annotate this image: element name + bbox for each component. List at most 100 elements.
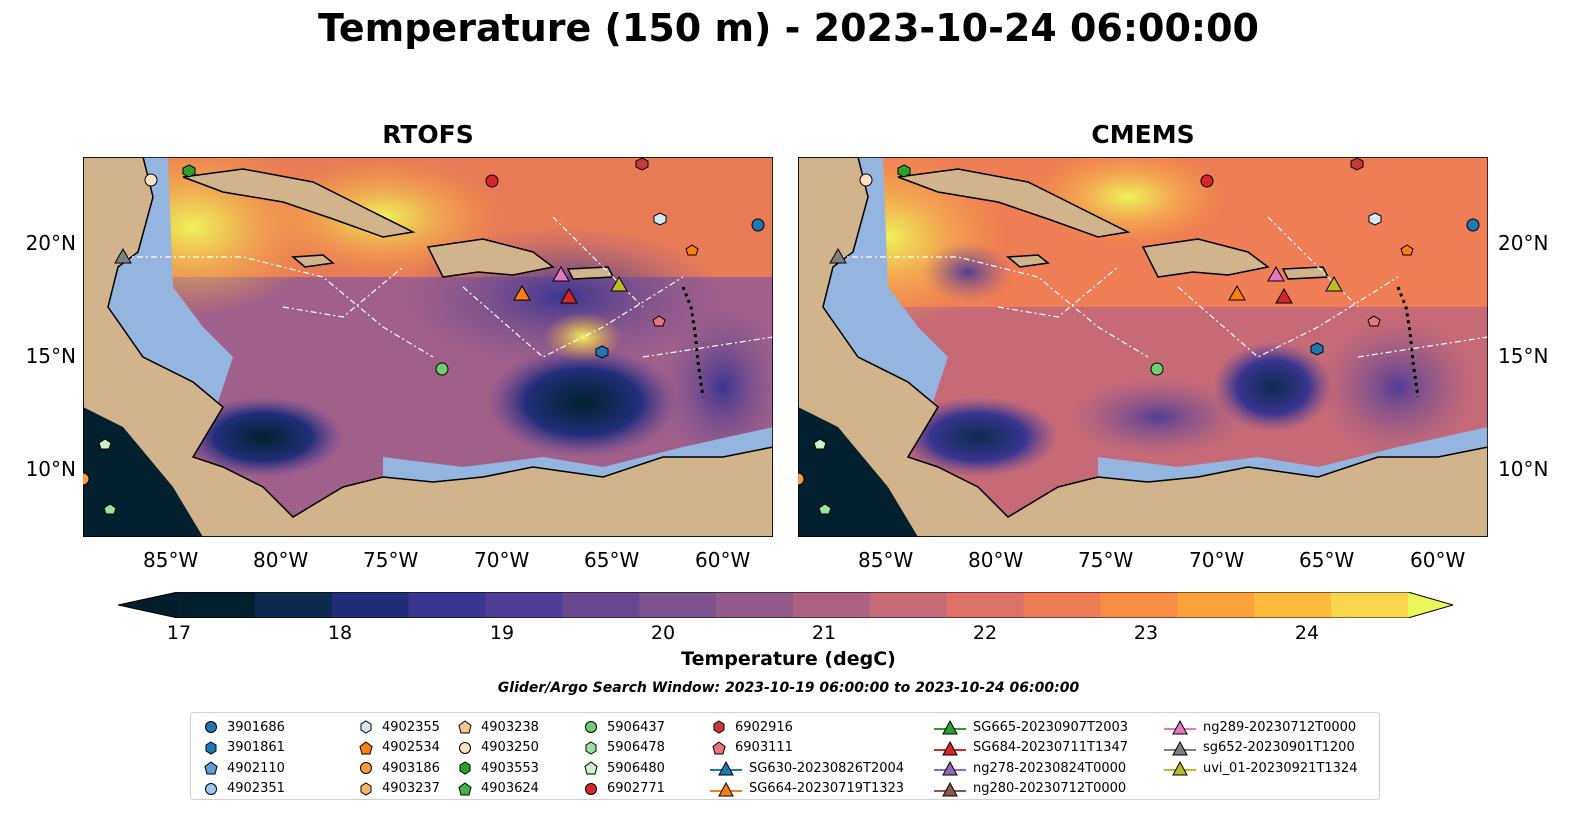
legend-item: sg652-20230901T1200: [1163, 738, 1357, 759]
legend: 3901686 3901861 4902110 4902351 4902355 49025…: [190, 712, 1380, 800]
legend-column: SG665-20230907T2003 SG684-20230711T1347 ng…: [933, 717, 1128, 799]
legend-item: 4903238: [455, 717, 539, 738]
legend-marker-icon: [359, 741, 373, 755]
colorbar-ticks: 17 18 19 20 21 22 23 24: [0, 622, 1577, 648]
colorbar-segment: [1023, 592, 1101, 618]
legend-marker-icon: [585, 782, 597, 795]
map-cmems-floats: [798, 157, 1480, 515]
legend-item-label: 4902534: [382, 740, 440, 756]
legend-item-label: 4903553: [481, 760, 539, 776]
legend-column: 6902916 6903111 SG630-20230826T2004 SG664-2…: [709, 717, 904, 799]
legend-item-label: 3901861: [227, 740, 285, 756]
colorbar-segment: [1331, 592, 1409, 618]
colorbar-segment: [1100, 592, 1178, 618]
legend-column: 5906437 5906478 5906480 6902771: [581, 717, 665, 799]
legend-item: 5906480: [581, 758, 665, 779]
lat-tick-label: 10°N: [25, 457, 76, 481]
legend-item-label: SG664-20230719T1323: [749, 781, 905, 797]
legend-marker-icon: [934, 720, 966, 735]
colorbar-tick-label: 17: [166, 622, 192, 644]
legend-marker-icon: [585, 721, 597, 734]
lat-tick-label: 15°N: [1498, 344, 1549, 368]
legend-marker-icon: [934, 761, 966, 776]
legend-marker-icon: [1164, 720, 1196, 735]
colorbar: [117, 591, 1455, 619]
legend-marker-icon: [1164, 761, 1196, 776]
colorbar-segment: [793, 592, 871, 618]
legend-marker-icon: [710, 761, 742, 776]
colorbar-segment: [408, 592, 486, 618]
legend-marker-icon: [713, 720, 725, 734]
legend-column: 4902355 4902534 4903186 4903237: [356, 717, 440, 799]
legend-marker-icon: [458, 782, 472, 796]
colorbar-segment: [331, 592, 410, 618]
colorbar-segment: [869, 592, 948, 618]
legend-item-label: SG684-20230711T1347: [973, 740, 1129, 756]
legend-marker-icon: [205, 782, 217, 795]
legend-item: 4902534: [356, 738, 440, 759]
legend-item-label: 5906478: [607, 740, 665, 756]
legend-marker-icon: [459, 741, 471, 754]
colorbar-tick-label: 22: [972, 622, 998, 644]
colorbar-tick-label: 18: [327, 622, 353, 644]
legend-item: 4902110: [201, 758, 285, 779]
colorbar-tick-label: 24: [1294, 622, 1320, 644]
colorbar-tick-label: 20: [650, 622, 676, 644]
legend-item-label: ng280-20230712T0000: [973, 781, 1127, 797]
colorbar-segment: [946, 592, 1025, 618]
lon-tick-label: 60°W: [1410, 548, 1466, 572]
legend-item: 6902771: [581, 779, 665, 800]
legend-item: 4903237: [356, 779, 440, 800]
legend-item: 4903186: [356, 758, 440, 779]
legend-item-label: SG630-20230826T2004: [749, 760, 905, 776]
legend-item-label: 6902771: [607, 781, 665, 797]
legend-item: 4902355: [356, 717, 440, 738]
legend-item-label: sg652-20230901T1200: [1203, 740, 1355, 756]
colorbar-segment: [178, 592, 256, 618]
legend-marker-icon: [934, 781, 966, 797]
legend-item-label: 4902110: [227, 760, 285, 776]
legend-item-label: 4903250: [481, 740, 539, 756]
lon-tick-label: 85°W: [858, 548, 914, 572]
legend-marker-icon: [459, 761, 471, 775]
legend-item-label: 4903186: [382, 760, 440, 776]
legend-item: ng280-20230712T0000: [933, 779, 1128, 800]
legend-marker-icon: [712, 741, 726, 755]
legend-marker-icon: [934, 740, 966, 756]
legend-item-label: 4902355: [382, 719, 440, 735]
lon-tick-label: 70°W: [1189, 548, 1245, 572]
map-cmems: [798, 157, 1488, 537]
colorbar-tick-label: 23: [1133, 622, 1159, 644]
legend-item: 4902351: [201, 779, 285, 800]
colorbar-segment: [1177, 592, 1255, 618]
legend-marker-icon: [584, 761, 598, 775]
legend-item: 5906478: [581, 738, 665, 759]
legend-column: 3901686 3901861 4902110 4902351: [201, 717, 285, 799]
legend-item: SG684-20230711T1347: [933, 738, 1128, 759]
map-rtofs: [83, 157, 773, 537]
legend-item: SG630-20230826T2004: [709, 758, 904, 779]
legend-item-label: 6902916: [735, 719, 793, 735]
legend-item: 6903111: [709, 738, 904, 759]
legend-item: ng289-20230712T0000: [1163, 717, 1357, 738]
legend-item-label: SG665-20230907T2003: [973, 719, 1129, 735]
legend-marker-icon: [360, 782, 372, 796]
legend-marker-icon: [360, 720, 372, 734]
lon-tick-label: 80°W: [968, 548, 1024, 572]
lat-tick-label: 20°N: [1498, 231, 1549, 255]
map-rtofs-floats: [83, 157, 765, 515]
legend-item: SG664-20230719T1323: [709, 779, 904, 800]
search-window-text: Glider/Argo Search Window: 2023-10-19 06…: [497, 680, 1080, 696]
lat-tick-label: 10°N: [1498, 457, 1549, 481]
colorbar-segment: [639, 592, 717, 618]
legend-item: 4903250: [455, 738, 539, 759]
colorbar-tick-label: 19: [489, 622, 515, 644]
legend-marker-icon: [360, 762, 372, 775]
lon-tick-label: 60°W: [695, 548, 751, 572]
legend-item: 4903624: [455, 779, 539, 800]
colorbar-segment: [716, 592, 794, 618]
colorbar-segment: [254, 592, 333, 618]
legend-item: ng278-20230824T0000: [933, 758, 1128, 779]
legend-item: 4903553: [455, 758, 539, 779]
legend-item-label: 4903237: [382, 781, 440, 797]
